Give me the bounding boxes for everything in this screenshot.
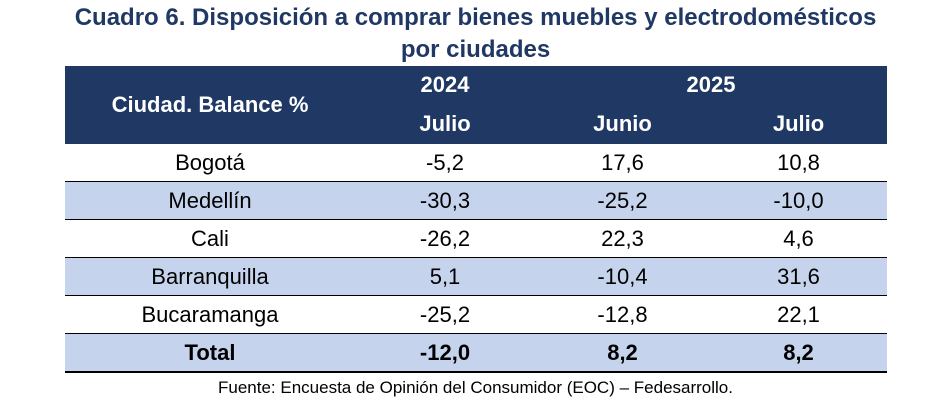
total-row: Total -12,0 8,2 8,2	[65, 333, 888, 373]
table-row: Cali -26,2 22,3 4,6	[65, 219, 888, 258]
total-label: Total	[65, 333, 355, 373]
value-cell: -26,2	[355, 219, 535, 258]
table-row: Medellín -30,3 -25,2 -10,0	[65, 181, 888, 220]
header-year-2024: 2024	[355, 66, 535, 104]
table-row: Bucaramanga -25,2 -12,8 22,1	[65, 295, 888, 334]
city-cell: Cali	[65, 219, 355, 258]
table-row: Barranquilla 5,1 -10,4 31,6	[65, 257, 888, 296]
value-cell: -10,0	[710, 181, 888, 220]
value-cell: 5,1	[355, 257, 535, 296]
value-cell: 10,8	[710, 144, 888, 182]
source-note: Fuente: Encuesta de Opinión del Consumid…	[218, 378, 733, 397]
table-title: Cuadro 6. Disposición a comprar bienes m…	[0, 2, 951, 66]
value-cell: -12,8	[535, 295, 710, 334]
value-cell: -25,2	[535, 181, 710, 220]
city-cell: Medellín	[65, 181, 355, 220]
value-cell: -5,2	[355, 144, 535, 182]
total-value: 8,2	[710, 333, 888, 373]
value-cell: -10,4	[535, 257, 710, 296]
value-cell: -25,2	[355, 295, 535, 334]
value-cell: 17,6	[535, 144, 710, 182]
header-2024-julio: Julio	[355, 104, 535, 144]
value-cell: 22,3	[535, 219, 710, 258]
table-row: Bogotá -5,2 17,6 10,8	[65, 144, 888, 182]
city-cell: Barranquilla	[65, 257, 355, 296]
header-2025-junio: Junio	[535, 104, 710, 144]
header-city-balance: Ciudad. Balance %	[65, 66, 355, 144]
city-cell: Bogotá	[65, 144, 355, 182]
total-value: -12,0	[355, 333, 535, 373]
value-cell: -30,3	[355, 181, 535, 220]
value-cell: 31,6	[710, 257, 888, 296]
city-cell: Bucaramanga	[65, 295, 355, 334]
value-cell: 4,6	[710, 219, 888, 258]
title-line-1: Cuadro 6. Disposición a comprar bienes m…	[74, 4, 877, 31]
cities-table: Ciudad. Balance % 2024 2025 Julio Junio …	[65, 66, 888, 373]
header-2025-julio: Julio	[710, 104, 888, 144]
header-year-2025: 2025	[535, 66, 888, 104]
value-cell: 22,1	[710, 295, 888, 334]
title-line-2: por ciudades	[400, 36, 551, 63]
total-value: 8,2	[535, 333, 710, 373]
